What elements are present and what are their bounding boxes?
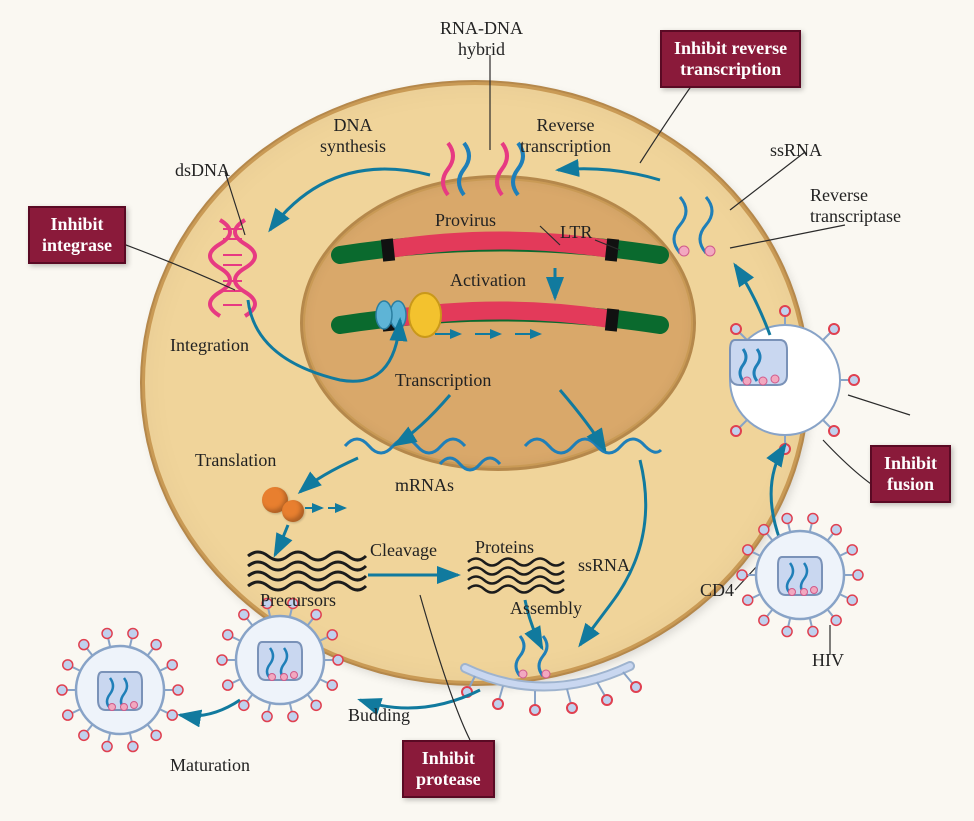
label-assembly: Assembly <box>510 598 582 619</box>
label-ssrna-bottom: ssRNA <box>578 555 630 576</box>
label-ssrna-top: ssRNA <box>770 140 822 161</box>
label-proteins: Proteins <box>475 537 534 558</box>
leader-line <box>540 226 560 245</box>
label-cd4: CD4 <box>700 580 734 601</box>
label-activation: Activation <box>450 270 526 291</box>
label-reverse-transcriptase: Reversetranscriptase <box>810 185 901 227</box>
arrow-hybrid-to-dsdna <box>270 169 430 230</box>
label-reverse-transcription: Reversetranscription <box>520 115 611 157</box>
label-hiv: HIV <box>812 650 844 671</box>
leader-line <box>118 242 235 290</box>
label-provirus: Provirus <box>435 210 496 231</box>
inhibit-integrase: Inhibitintegrase <box>28 206 126 264</box>
label-cleavage: Cleavage <box>370 540 437 561</box>
hiv-incoming <box>741 516 859 639</box>
label-maturation: Maturation <box>170 755 250 776</box>
arrow-translation-to-precursor <box>275 525 288 555</box>
arrow-rt-to-hybrid <box>558 169 660 180</box>
inhibit-fusion: Inhibitfusion <box>870 445 951 503</box>
label-integration: Integration <box>170 335 249 356</box>
label-transcription: Transcription <box>395 370 491 391</box>
label-translation: Translation <box>195 450 276 471</box>
leader-line <box>225 172 245 235</box>
label-ltr: LTR <box>560 222 592 243</box>
label-dsdna: dsDNA <box>175 160 230 181</box>
mature-virion <box>61 631 179 754</box>
budding-virion <box>221 601 339 724</box>
label-budding: Budding <box>348 705 410 726</box>
inhibit-reverse-transcription: Inhibit reversetranscription <box>660 30 801 88</box>
leader-line <box>595 240 620 250</box>
arrow-mrna-to-translation <box>300 458 358 492</box>
inhibit-protease: Inhibitprotease <box>402 740 495 798</box>
arrow-nuc-to-mrna-left <box>395 395 450 445</box>
leader-line <box>420 595 470 740</box>
arrow-ssrna-to-assembly <box>580 460 646 645</box>
label-mrnas: mRNAs <box>395 475 454 496</box>
leader-line <box>848 395 910 415</box>
label-precursors: Precursors <box>260 590 336 611</box>
label-dna-synthesis: DNAsynthesis <box>320 115 386 157</box>
leader-line <box>730 225 845 248</box>
arrow-nuc-to-mrna-right <box>560 390 605 450</box>
diagram-canvas: RNA-DNAhybrid DNAsynthesis Reversetransc… <box>0 0 974 821</box>
label-rna-dna-hybrid: RNA-DNAhybrid <box>440 18 523 60</box>
arrow-dsdna-to-integration <box>248 300 400 381</box>
arrow-fusion-to-rt <box>735 265 770 335</box>
